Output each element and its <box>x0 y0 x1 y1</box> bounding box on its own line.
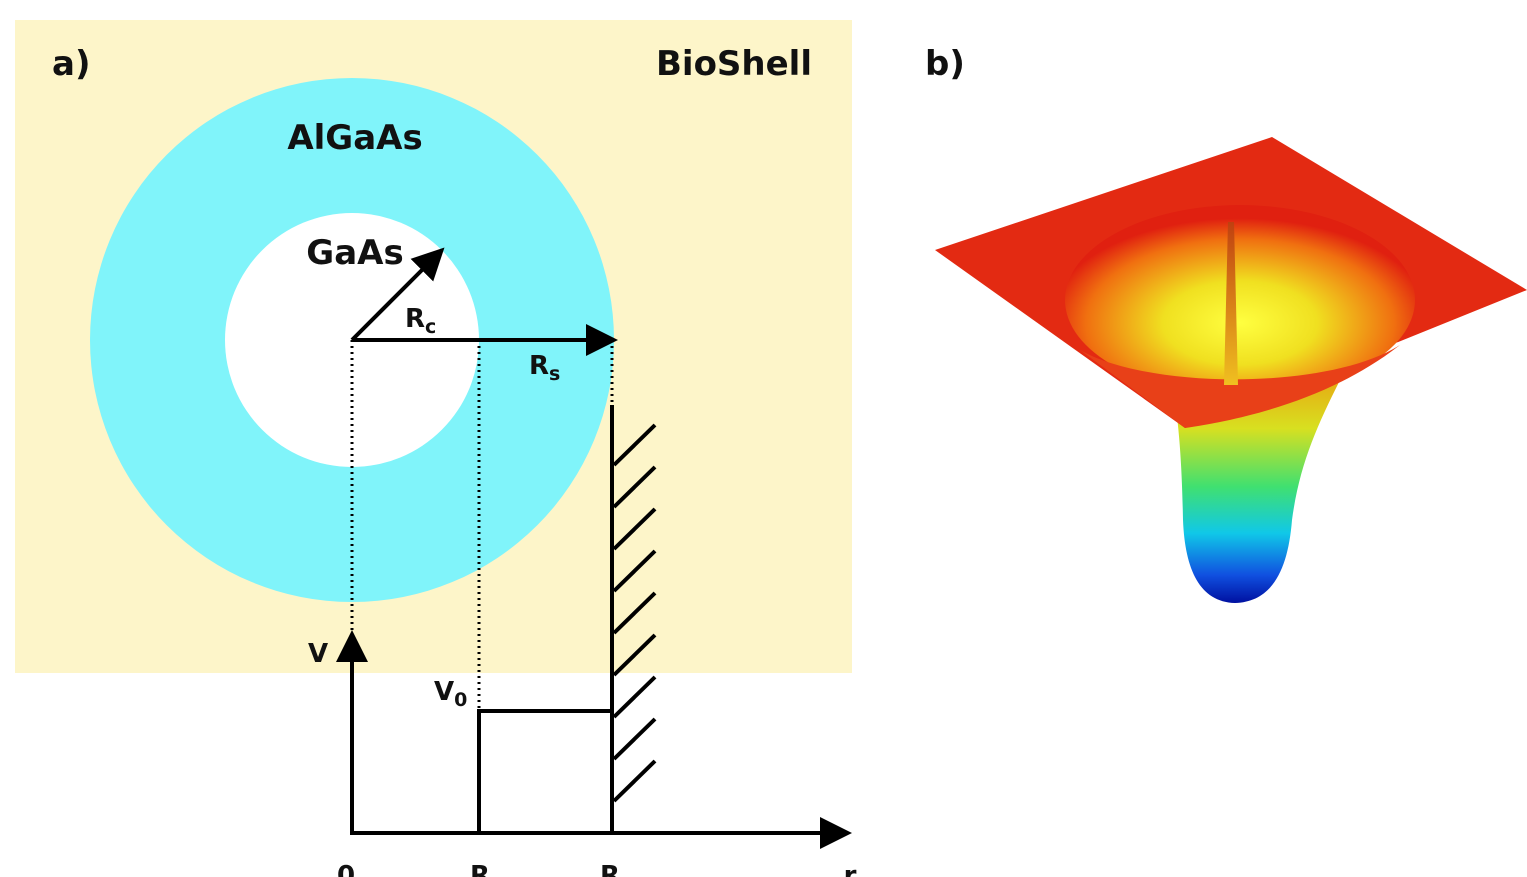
text-part: 0 <box>454 689 467 711</box>
hatch-line <box>614 719 655 759</box>
hatch-line <box>614 677 655 717</box>
hatch-line <box>614 761 655 801</box>
text-part: R <box>405 304 425 334</box>
y-axis-label: V <box>308 639 328 669</box>
text-part: c <box>490 873 501 877</box>
panel-label: a) <box>52 44 90 84</box>
figure: a) BioShell AlGaAs GaAs Rc Rs V V0 0 Rc … <box>0 0 1527 877</box>
origin-label: 0 <box>337 861 355 877</box>
text-part: V <box>434 677 454 707</box>
panel-label: b) <box>925 44 965 84</box>
text-part: R <box>470 861 490 877</box>
text-part: c <box>425 316 436 338</box>
barrier-label: V0 <box>434 677 467 711</box>
shell-label: AlGaAs <box>287 118 422 158</box>
text-part: s <box>620 873 631 877</box>
potential-step <box>479 711 612 833</box>
text-part: s <box>549 363 560 385</box>
x-tick-label: Rs <box>600 861 631 877</box>
text-part: R <box>529 351 549 381</box>
x-axis-label: r <box>844 861 857 877</box>
region-label: BioShell <box>656 44 812 84</box>
core-label: GaAs <box>306 233 403 273</box>
x-tick-label: Rc <box>470 861 501 877</box>
text-part: R <box>600 861 620 877</box>
